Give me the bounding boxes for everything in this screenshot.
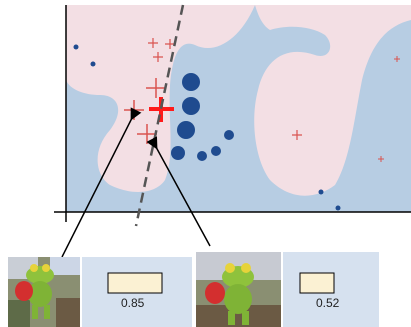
blue-point	[73, 44, 79, 50]
blue-point	[197, 151, 207, 161]
blue-point	[335, 205, 341, 211]
local-linear-boundary	[134, 4, 185, 227]
blue-point	[182, 97, 200, 115]
blue-point	[171, 146, 185, 160]
example-panel-1: 0.85	[8, 257, 192, 327]
score-box	[107, 272, 163, 294]
red-point	[165, 39, 175, 49]
frog-perturbed-thumbnail	[8, 257, 80, 327]
example-panel-2: 0.52	[196, 252, 379, 327]
red-point	[148, 38, 158, 48]
blue-point	[177, 121, 195, 139]
blue-point	[318, 189, 324, 195]
red-point	[378, 156, 384, 162]
score-value: 0.52	[316, 296, 340, 310]
red-point	[146, 78, 166, 98]
pink-class-region-right	[254, 5, 411, 196]
blue-point	[182, 73, 200, 91]
arrow-to-example-2	[146, 136, 211, 247]
red-point	[394, 56, 400, 62]
red-point	[292, 130, 302, 140]
blue-point	[224, 130, 234, 140]
score-box	[299, 272, 335, 294]
frog-original-thumbnail	[196, 252, 281, 327]
red-point	[153, 52, 163, 62]
blue-point	[211, 146, 221, 156]
blue-points	[73, 44, 341, 211]
score-value: 0.85	[121, 296, 145, 310]
arrow-to-example-1	[61, 107, 142, 258]
red-points	[124, 38, 400, 162]
highlighted-red-point	[149, 97, 174, 122]
blue-point	[90, 61, 96, 67]
